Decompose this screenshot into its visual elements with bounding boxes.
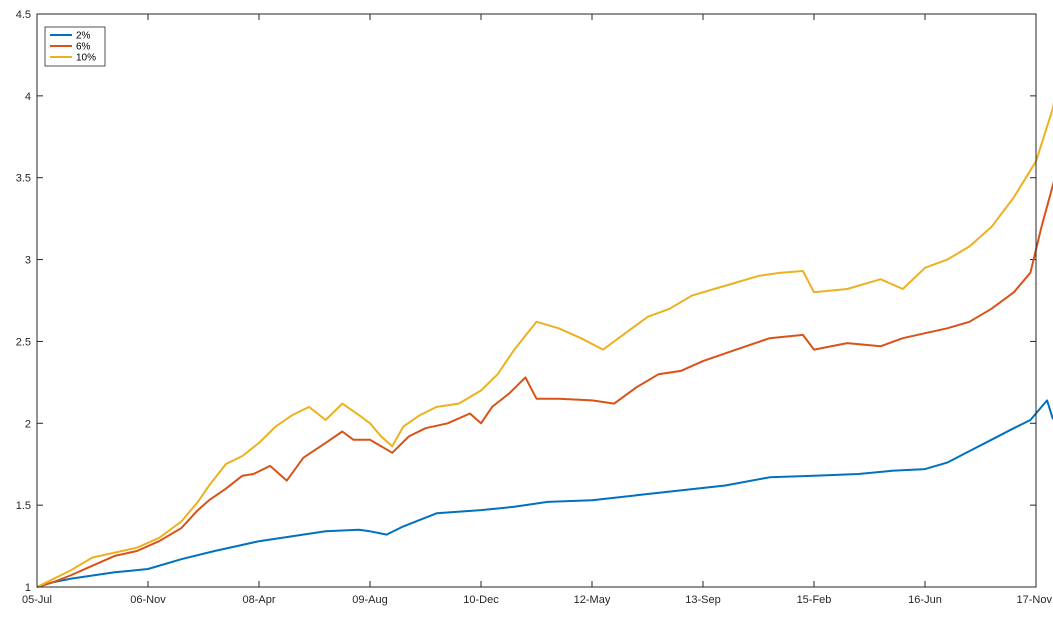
- y-tick-label: 4.5: [16, 9, 31, 21]
- x-tick-label: 05-Jul: [22, 594, 52, 606]
- x-tick-label: 17-Nov: [1017, 594, 1053, 606]
- x-tick-label: 08-Apr: [242, 594, 275, 606]
- legend-entry-2: 6%: [50, 42, 91, 53]
- legend-label: 6%: [76, 42, 91, 53]
- legend-label: 10%: [76, 53, 96, 64]
- legend-entry-3: 10%: [50, 53, 96, 64]
- y-tick-label: 2: [25, 418, 31, 430]
- series-lines: [36, 101, 1053, 588]
- x-tick-label: 12-May: [574, 594, 611, 606]
- x-tick-label: 10-Dec: [463, 594, 499, 606]
- y-tick-label: 1.5: [16, 500, 31, 512]
- legend-entry-1: 2%: [50, 31, 91, 42]
- y-tick-label: 3.5: [16, 173, 31, 185]
- y-axis: 1 1.5 2 2.5 3 3.5 4 4.5: [16, 9, 1036, 594]
- x-tick-label: 13-Sep: [685, 594, 720, 606]
- x-tick-label: 15-Feb: [797, 594, 832, 606]
- series-line-1: [36, 399, 1053, 588]
- series-line-3: [36, 101, 1053, 588]
- series-line-2: [36, 180, 1053, 588]
- y-tick-label: 4: [25, 91, 31, 103]
- y-tick-label: 3: [25, 255, 31, 267]
- axes-box: [36, 13, 1037, 588]
- legend: 2% 6% 10%: [44, 26, 106, 67]
- x-axis: 05-Jul 06-Nov 08-Apr 09-Aug 10-Dec 12-May 13-S…: [22, 14, 1052, 606]
- y-tick-label: 2.5: [16, 336, 31, 348]
- y-tick-label: 1: [25, 582, 31, 594]
- x-tick-label: 06-Nov: [130, 594, 166, 606]
- legend-label: 2%: [76, 31, 91, 42]
- x-tick-label: 09-Aug: [352, 594, 387, 606]
- x-tick-label: 16-Jun: [908, 594, 942, 606]
